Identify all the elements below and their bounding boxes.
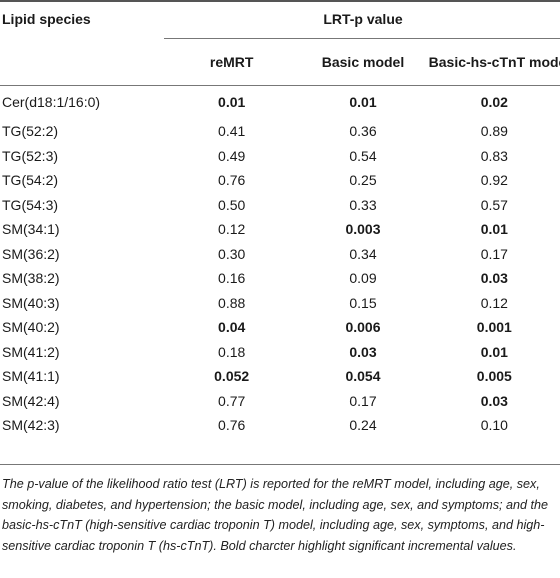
col-header-basic: Basic model xyxy=(321,53,405,70)
p-value-cell: 0.25 xyxy=(349,172,377,189)
p-value-cell: 0.18 xyxy=(218,343,246,360)
p-value-cell: 0.76 xyxy=(218,417,246,434)
p-value-cell: 0.57 xyxy=(480,196,508,213)
col-header-remrt: reMRT xyxy=(209,53,254,70)
lipid-name-cell: TG(52:3) xyxy=(2,147,59,164)
p-value-cell: 0.005 xyxy=(476,368,512,385)
table-row: SM(40:2) 0.04 0.006 0.001 xyxy=(0,315,560,340)
p-value-cell: 0.54 xyxy=(349,147,377,164)
lipid-name-cell: SM(40:3) xyxy=(2,294,60,311)
p-value-cell: 0.83 xyxy=(480,147,508,164)
table-row: TG(54:3) 0.50 0.33 0.57 xyxy=(0,193,560,218)
p-value-cell: 0.77 xyxy=(218,392,246,409)
table-row: SM(42:4) 0.77 0.17 0.03 xyxy=(0,389,560,414)
p-value-cell: 0.34 xyxy=(349,245,377,262)
p-value-cell: 0.03 xyxy=(349,343,377,360)
p-value-cell: 0.02 xyxy=(480,94,508,110)
header-row-1: Lipid species LRT-p value xyxy=(0,0,560,38)
table-row: SM(41:1) 0.052 0.054 0.005 xyxy=(0,364,560,389)
table-row: SM(41:2) 0.18 0.03 0.01 xyxy=(0,340,560,365)
p-value-cell: 0.10 xyxy=(480,417,508,434)
p-value-cell: 0.36 xyxy=(349,123,377,140)
p-value-cell: 0.92 xyxy=(480,172,508,189)
lipid-name-cell: SM(34:1) xyxy=(2,221,60,238)
col-header-blank xyxy=(0,38,166,85)
p-value-cell: 0.88 xyxy=(218,294,246,311)
p-value-cell: 0.50 xyxy=(218,196,246,213)
p-value-cell: 0.03 xyxy=(480,270,508,287)
p-value-cell: 0.15 xyxy=(349,294,377,311)
p-value-cell: 0.49 xyxy=(218,147,246,164)
lipid-name-cell: TG(52:2) xyxy=(2,123,59,140)
lipid-name-cell: SM(38:2) xyxy=(2,270,60,287)
header-rule xyxy=(0,85,560,86)
p-value-cell: 0.006 xyxy=(345,319,381,336)
p-value-cell: 0.001 xyxy=(476,319,512,336)
col-header-basic-hs-ctnt: Basic-hs-cTnT model xyxy=(428,53,560,70)
p-value-cell: 0.01 xyxy=(480,221,508,238)
table-row: TG(52:2) 0.41 0.36 0.89 xyxy=(0,119,560,144)
p-value-cell: 0.76 xyxy=(218,172,246,189)
p-value-cell: 0.24 xyxy=(349,417,377,434)
p-value-cell: 0.16 xyxy=(218,270,246,287)
bottom-rule xyxy=(0,464,560,465)
p-value-cell: 0.12 xyxy=(480,294,508,311)
table-row: SM(42:3) 0.76 0.24 0.10 xyxy=(0,413,560,438)
table-row: TG(52:3) 0.49 0.54 0.83 xyxy=(0,144,560,169)
p-value-cell: 0.01 xyxy=(218,94,246,110)
p-value-cell: 0.89 xyxy=(480,123,508,140)
lipid-name-cell: TG(54:3) xyxy=(2,196,59,213)
p-value-cell: 0.17 xyxy=(349,392,377,409)
col-header-group: LRT-p value xyxy=(323,11,403,27)
table-footnote: The p-value of the likelihood ratio test… xyxy=(2,477,549,553)
table-row: Cer(d18:1/16:0) 0.01 0.01 0.02 xyxy=(0,85,560,119)
p-value-cell: 0.30 xyxy=(218,245,246,262)
table-row: SM(40:3) 0.88 0.15 0.12 xyxy=(0,291,560,316)
p-value-cell: 0.04 xyxy=(218,319,246,336)
lipid-name-cell: SM(42:4) xyxy=(2,392,60,409)
p-value-cell: 0.052 xyxy=(214,368,250,385)
table-row: SM(34:1) 0.12 0.003 0.01 xyxy=(0,217,560,242)
table-row: TG(54:2) 0.76 0.25 0.92 xyxy=(0,168,560,193)
p-value-cell: 0.01 xyxy=(349,94,377,110)
lipid-name-cell: SM(41:1) xyxy=(2,368,60,385)
table-row: SM(38:2) 0.16 0.09 0.03 xyxy=(0,266,560,291)
top-rule xyxy=(0,0,560,2)
lipid-name-cell: SM(42:3) xyxy=(2,417,60,434)
p-value-cell: 0.01 xyxy=(480,343,508,360)
p-value-cell: 0.054 xyxy=(345,368,381,385)
group-rule xyxy=(164,38,560,39)
p-value-cell: 0.03 xyxy=(480,392,508,409)
lipid-lrt-table: Lipid species LRT-p value reMRT Basic mo… xyxy=(0,0,560,438)
table-row: SM(36:2) 0.30 0.34 0.17 xyxy=(0,242,560,267)
lipid-name-cell: SM(41:2) xyxy=(2,343,60,360)
lipid-name-cell: TG(54:2) xyxy=(2,172,59,189)
table-body: Cer(d18:1/16:0) 0.01 0.01 0.02 TG(52:2) 0.41 0… xyxy=(0,85,560,438)
p-value-cell: 0.33 xyxy=(349,196,377,213)
header-row-2: reMRT Basic model Basic-hs-cTnT model xyxy=(0,38,560,85)
p-value-cell: 0.41 xyxy=(218,123,246,140)
p-value-cell: 0.09 xyxy=(349,270,377,287)
p-value-cell: 0.12 xyxy=(218,221,246,238)
lipid-name-cell: Cer(d18:1/16:0) xyxy=(2,94,101,110)
p-value-cell: 0.003 xyxy=(345,221,381,238)
lipid-name-cell: SM(40:2) xyxy=(2,319,60,336)
col-header-species: Lipid species xyxy=(2,11,91,27)
lipid-name-cell: SM(36:2) xyxy=(2,245,60,262)
p-value-cell: 0.17 xyxy=(480,245,508,262)
